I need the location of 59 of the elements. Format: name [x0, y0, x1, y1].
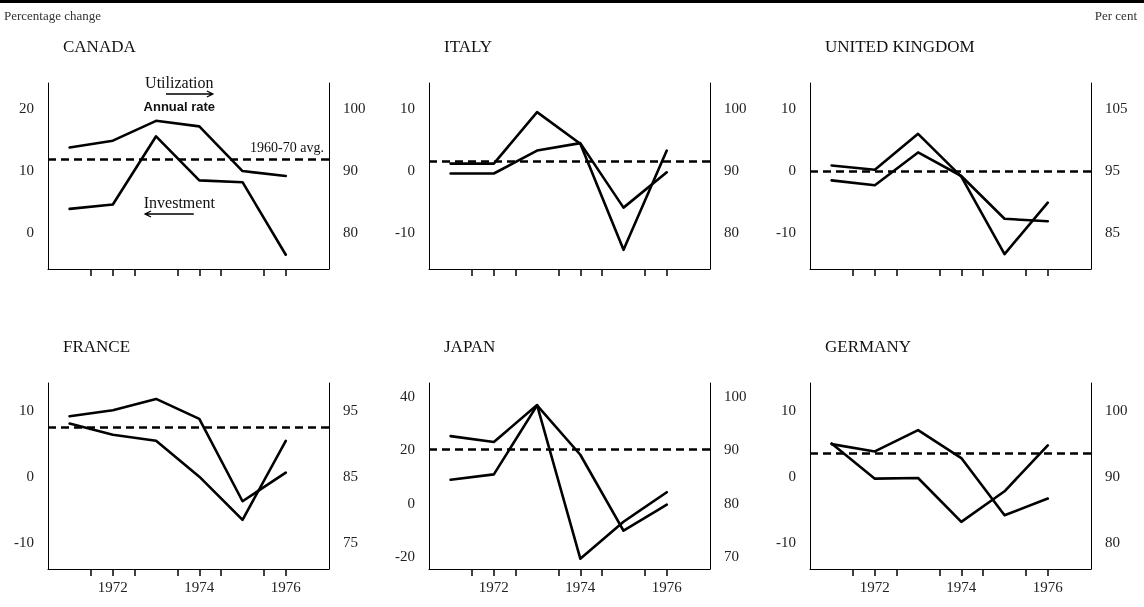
y2-tick-label: 100 — [724, 99, 747, 116]
series-label: Investment — [143, 193, 216, 211]
chart-title: FRANCE — [63, 337, 131, 356]
y-axis-title: Percentage change — [4, 8, 102, 23]
y2-tick-label: 70 — [724, 547, 739, 564]
x-tick-label: 1974 — [946, 578, 977, 595]
y2-tick-label: 95 — [343, 401, 358, 418]
y2-tick-label: 80 — [724, 494, 739, 511]
x-tick-label: 1976 — [270, 578, 302, 595]
y-tick-label: -10 — [776, 534, 796, 551]
chart-title: JAPAN — [444, 337, 496, 356]
y-tick-label: -10 — [776, 223, 796, 240]
x-tick-label: 1972 — [859, 578, 890, 595]
x-tick-label: 1974 — [184, 578, 215, 595]
y2-tick-label: 85 — [1105, 223, 1120, 240]
y-tick-label: -20 — [395, 547, 415, 564]
y-tick-label: -10 — [14, 534, 34, 551]
y-tick-label: -10 — [395, 223, 415, 240]
y2-tick-label: 80 — [343, 223, 358, 240]
y-tick-label: 0 — [26, 468, 34, 484]
y-tick-label: 20 — [400, 441, 415, 458]
y2-tick-label: 100 — [343, 99, 366, 116]
y2-tick-label: 90 — [724, 161, 739, 178]
y2-axis-title: Per cent — [1094, 8, 1138, 23]
y-tick-label: 40 — [400, 388, 415, 405]
y2-tick-label: 80 — [1105, 534, 1120, 551]
y2-tick-label: 75 — [343, 534, 358, 551]
ref-line-label: 1960-70 avg. — [250, 139, 324, 155]
y-tick-label: 0 — [407, 494, 415, 511]
chart-title: ITALY — [444, 37, 492, 56]
y2-tick-label: 100 — [724, 388, 747, 405]
y-tick-label: 10 — [400, 99, 415, 116]
y-tick-label: 0 — [788, 468, 796, 484]
y2-tick-label: 95 — [1105, 161, 1120, 178]
x-tick-label: 1974 — [565, 578, 596, 595]
y-tick-label: 10 — [781, 99, 796, 116]
x-tick-label: 1976 — [1032, 578, 1064, 595]
x-tick-label: 1972 — [97, 578, 128, 595]
y2-tick-label: 90 — [724, 441, 739, 458]
y2-tick-label: 90 — [1105, 468, 1120, 484]
y-tick-label: 20 — [19, 99, 34, 116]
y-tick-label: 0 — [788, 161, 796, 178]
y-tick-label: 0 — [26, 223, 34, 240]
y2-tick-label: 90 — [343, 161, 358, 178]
y-tick-label: 0 — [407, 161, 415, 178]
chart-title: CANADA — [63, 37, 137, 56]
series-label: Utilization — [145, 73, 214, 91]
y2-tick-label: 85 — [343, 468, 358, 484]
annotation: Annual rate — [143, 99, 216, 115]
y-tick-label: 10 — [781, 401, 796, 418]
y-tick-label: 10 — [19, 401, 34, 418]
y2-tick-label: 100 — [1105, 401, 1128, 418]
x-tick-label: 1976 — [651, 578, 683, 595]
y-tick-label: 10 — [19, 161, 34, 178]
chart-title: UNITED KINGDOM — [825, 37, 975, 56]
x-tick-label: 1972 — [478, 578, 509, 595]
y2-tick-label: 105 — [1105, 99, 1128, 116]
chart-title: GERMANY — [825, 337, 911, 356]
y2-tick-label: 80 — [724, 223, 739, 240]
